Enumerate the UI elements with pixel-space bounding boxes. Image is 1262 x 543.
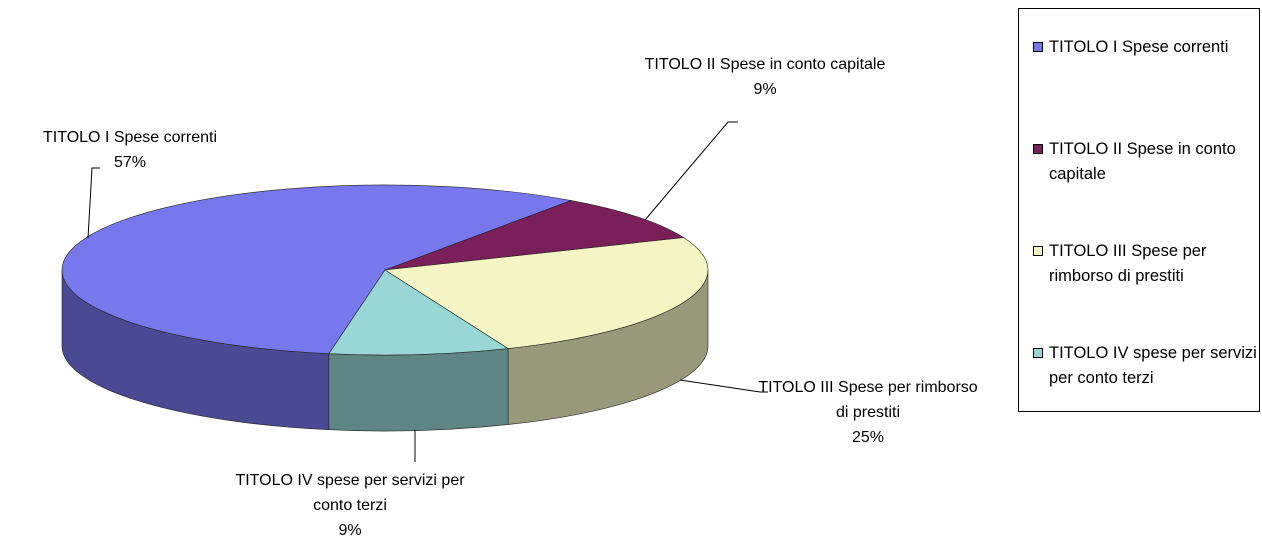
- legend-swatch: [1033, 348, 1043, 358]
- data-label: TITOLO IV spese per servizi per conto te…: [230, 468, 470, 543]
- legend-swatch: [1033, 144, 1043, 154]
- legend-entry: TITOLO IV spese per servizi per conto te…: [1033, 341, 1259, 391]
- label-value: 25%: [851, 429, 885, 446]
- pie-slice: [328, 269, 509, 356]
- legend-label: TITOLO III Spese per rimborso di prestit…: [1049, 242, 1207, 285]
- label-value: 9%: [753, 81, 777, 98]
- legend-label: TITOLO I Spese correnti: [1049, 38, 1229, 56]
- legend: TITOLO I Spese correnti TITOLO II Spese i…: [1018, 8, 1260, 412]
- data-label: TITOLO I Spese correnti 57%: [0, 125, 260, 175]
- pie-slice: [384, 200, 685, 271]
- label-name: TITOLO II Spese in conto capitale: [644, 56, 886, 73]
- label-value: 57%: [113, 154, 147, 171]
- legend-swatch: [1033, 42, 1043, 52]
- label-name: TITOLO IV spese per servizi per conto te…: [235, 472, 465, 514]
- pie-slice: [384, 237, 709, 349]
- leader-line: [87, 167, 100, 239]
- leader-line: [679, 379, 768, 393]
- pie: [61, 184, 709, 432]
- legend-swatch: [1033, 246, 1043, 256]
- data-label: TITOLO II Spese in conto capitale 9%: [635, 52, 895, 102]
- pie-slice: [61, 184, 573, 355]
- leader-line: [644, 121, 738, 221]
- label-value: 9%: [338, 522, 362, 539]
- label-name: TITOLO III Spese per rimborso di prestit…: [758, 379, 978, 421]
- legend-label: TITOLO II Spese in conto capitale: [1049, 140, 1236, 183]
- legend-entry: TITOLO III Spese per rimborso di prestit…: [1033, 239, 1259, 289]
- legend-entry: TITOLO II Spese in conto capitale: [1033, 137, 1259, 187]
- legend-label: TITOLO IV spese per servizi per conto te…: [1049, 344, 1257, 387]
- legend-entry: TITOLO I Spese correnti: [1033, 35, 1259, 60]
- label-name: TITOLO I Spese correnti: [43, 129, 217, 146]
- pie-side: [328, 348, 509, 432]
- data-label: TITOLO III Spese per rimborso di prestit…: [758, 375, 978, 450]
